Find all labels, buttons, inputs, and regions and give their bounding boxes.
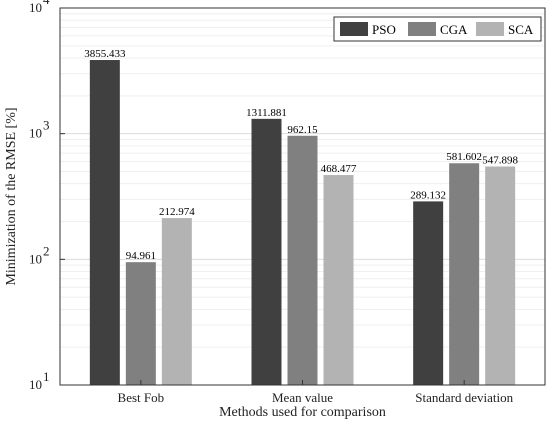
y-axis-ticks: 101102103104 [29, 0, 65, 392]
bar-pso-1 [89, 60, 120, 385]
x-tick-label: Standard deviation [415, 390, 513, 405]
y-tick-exponent: 4 [43, 0, 50, 7]
legend-label-pso: PSO [372, 22, 396, 37]
legend-box [333, 16, 542, 42]
legend-swatch-pso [340, 22, 368, 36]
legend-label-sca: SCA [508, 22, 534, 37]
legend-label-cga: CGA [440, 22, 468, 37]
bar-cga-3 [449, 163, 480, 385]
y-tick-label: 10 [29, 251, 42, 266]
data-label-pso-2: 1311.881 [246, 107, 287, 119]
x-axis-title: Methods used for comparison [219, 405, 386, 420]
bars [89, 60, 516, 386]
legend: PSO CGA SCA [333, 16, 542, 42]
x-axis-ticks: Best Fob Mean value Standard deviation [118, 380, 514, 405]
x-tick-label: Mean value [272, 390, 333, 405]
bar-cga-2 [287, 135, 318, 385]
y-tick-exponent: 2 [43, 243, 50, 258]
bar-sca-2 [323, 175, 354, 385]
bar-cga-1 [125, 262, 156, 385]
y-tick-exponent: 1 [43, 369, 50, 384]
bar-sca-1 [161, 218, 192, 385]
x-tick-label: Best Fob [118, 390, 165, 405]
data-label-cga-3: 581.602 [446, 151, 482, 163]
y-tick-exponent: 3 [43, 118, 50, 133]
legend-swatch-cga [408, 22, 436, 36]
data-label-sca-2: 468.477 [321, 163, 357, 175]
data-label-sca-3: 547.898 [482, 155, 518, 167]
data-label-cga-2: 962.15 [287, 124, 318, 136]
y-tick-label: 10 [29, 126, 42, 141]
y-tick-label: 10 [29, 377, 42, 392]
bar-sca-3 [485, 166, 516, 385]
bar-pso-3 [413, 201, 444, 385]
y-tick-label: 10 [29, 0, 42, 15]
legend-swatch-sca [476, 22, 504, 36]
data-label-sca-1: 212.974 [159, 206, 195, 218]
data-label-pso-3: 289.132 [410, 189, 446, 201]
y-axis-title: Minimization of the RMSE [%] [4, 107, 19, 285]
data-label-pso-1: 3855.433 [84, 48, 126, 60]
bar-pso-2 [251, 118, 282, 386]
data-label-cga-1: 94.961 [126, 250, 156, 262]
